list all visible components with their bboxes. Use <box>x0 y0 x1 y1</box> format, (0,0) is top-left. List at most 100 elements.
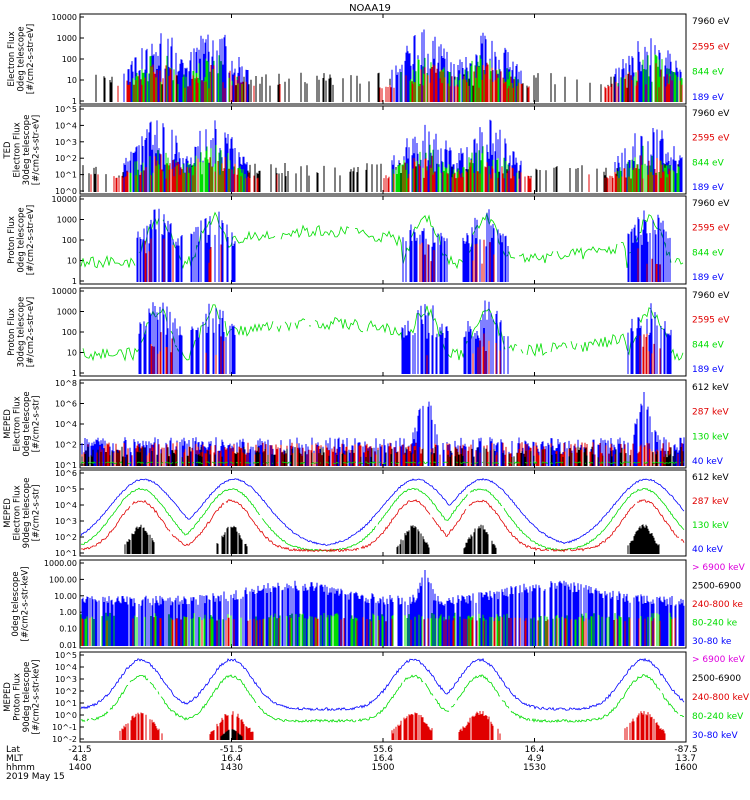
panel-traces <box>80 477 685 554</box>
panel-frame <box>79 469 687 557</box>
legend-entry: 844 eV <box>692 248 725 258</box>
series-blue <box>80 477 685 546</box>
y-axis-label: 0deg telescope <box>22 391 32 456</box>
panel-meped-e-90: 10^6 10^5 10^4 10^3 10^2 10^1 MEPED Electron Fl… <box>3 469 729 558</box>
series-red <box>117 62 683 102</box>
y-tick-label: 10^4 <box>55 121 77 130</box>
y-tick-label: 10^2 <box>55 687 77 696</box>
y-tick-label: 100 <box>62 55 77 64</box>
panel-traces <box>80 657 685 740</box>
series-red <box>150 332 661 374</box>
panel-frame <box>79 651 687 743</box>
y-tick-label: 10 <box>67 76 77 85</box>
x-axis-date: 2019 May 15 <box>6 772 65 782</box>
y-axis-label: Electron Flux <box>13 396 23 451</box>
x-tick-label: 1400 <box>69 763 92 773</box>
y-axis-label: [#/cm2-s-str-keV] <box>21 567 31 642</box>
y-axis-label: Electron Flux <box>13 122 23 177</box>
legend-entry: 30-80 ke <box>692 637 732 647</box>
series-blue <box>138 300 672 374</box>
y-axis-label: Electron Flux <box>13 485 23 540</box>
legend-entry: 189 eV <box>692 273 725 283</box>
y-tick-label: 10^3 <box>55 675 77 684</box>
x-tick-label: 16.4 <box>524 745 544 755</box>
y-tick-label: 10^4 <box>55 663 77 672</box>
series-blue <box>80 657 685 712</box>
y-axis-label: 30deg telescope <box>17 297 27 368</box>
series-green <box>80 674 685 723</box>
y-tick-label: 1000.00 <box>44 559 77 568</box>
legend-entry: > 6900 keV <box>692 655 746 665</box>
legend-entry: 844 eV <box>692 340 725 350</box>
y-axis-label: TED <box>3 141 13 160</box>
series-red <box>90 154 671 192</box>
panel-meped-p-0: 1000.00 100.00 10.00 1.00 0.10 0.01 0deg teles… <box>11 559 746 650</box>
legend-entry: 189 eV <box>692 93 725 103</box>
legend-entry: 2500-6900 <box>692 674 741 684</box>
y-axis-label: Electron Flux <box>7 31 17 86</box>
series-green <box>80 487 685 552</box>
panel-traces <box>80 392 685 466</box>
legend-entry: 2595 eV <box>692 316 730 326</box>
legend-entry: 287 keV <box>692 408 729 418</box>
y-axis-label: MEPED <box>3 682 13 712</box>
legend-entry: 612 keV <box>692 473 729 483</box>
x-tick-label: -21.5 <box>68 745 91 755</box>
y-tick-label: 10^2 <box>55 533 77 542</box>
y-axis-label: MEPED <box>3 498 13 528</box>
x-tick-label: 1500 <box>372 763 395 773</box>
y-axis-label: 30deg telescope <box>22 115 32 186</box>
legend-entry: > 6900 keV <box>692 563 746 573</box>
x-tick-label: 1600 <box>675 763 698 773</box>
series-black <box>81 446 684 466</box>
legend-entry: 2595 eV <box>692 134 730 144</box>
y-tick-label: 1 <box>72 369 77 378</box>
x-tick-label: -51.5 <box>220 745 243 755</box>
series-green <box>80 461 685 465</box>
y-axis-label: 90deg telescope <box>22 478 32 549</box>
legend-entry: 80-240 ke <box>692 619 738 629</box>
y-tick-label: 10000 <box>52 287 77 296</box>
y-tick-label: 10^5 <box>55 651 77 660</box>
y-axis-label: 0deg telescope <box>17 207 27 272</box>
y-tick-label: 10^4 <box>55 420 77 429</box>
y-tick-label: 100 <box>62 328 77 337</box>
panel-frame <box>79 105 687 195</box>
y-tick-label: 1 <box>72 97 77 106</box>
y-tick-label: 10^5 <box>55 105 77 114</box>
x-row-label: Lat <box>6 745 21 755</box>
y-axis-label: 0deg telescope <box>11 571 21 636</box>
y-axis-label: [#/cm2-s-str-eV] <box>26 205 36 275</box>
legend-entry: 612 keV <box>692 383 729 393</box>
y-axis-label: Proton Flux <box>7 216 17 264</box>
series-blue <box>136 208 671 282</box>
panel-ted-e-30: 10^5 10^4 10^3 10^2 10^1 10^0 TED Electron Flux… <box>3 105 730 196</box>
y-axis-label: 0deg telescope <box>17 26 27 91</box>
legend-entry: 287 keV <box>692 497 729 507</box>
legend-entry: 130 keV <box>692 432 729 442</box>
panel-meped-e-0: 10^8 10^6 10^4 10^2 10^1 MEPED Electron Flux 0d… <box>3 379 729 470</box>
legend-entry: 130 keV <box>692 521 729 531</box>
legend-entry: 7960 eV <box>692 291 730 301</box>
legend-entry: 7960 eV <box>692 17 730 27</box>
y-tick-label: 10^1 <box>55 699 77 708</box>
x-tick-label: 1430 <box>220 763 243 773</box>
chart-title: NOAA19 <box>349 3 391 14</box>
y-tick-label: 10^5 <box>55 485 77 494</box>
panel-meped-p-90: 10^5 10^4 10^3 10^2 10^1 10^0 10^-1 10^-2 MEPED P… <box>3 651 750 744</box>
legend-entry: 844 eV <box>692 68 725 78</box>
y-tick-label: 10^0 <box>55 187 77 196</box>
x-row-label: MLT <box>6 754 24 764</box>
panel-traces <box>82 300 684 374</box>
y-tick-label: 100.00 <box>49 575 77 584</box>
y-axis-label: MEPED <box>3 409 13 439</box>
y-tick-label: 10^-2 <box>52 735 77 744</box>
legend-entry: 2595 eV <box>692 42 730 52</box>
panel-traces <box>80 208 684 282</box>
y-tick-label: 10 <box>67 349 77 358</box>
series-red <box>81 617 676 646</box>
series-red <box>81 499 685 553</box>
y-tick-label: 10^3 <box>55 138 77 147</box>
y-tick-label: 10^1 <box>55 171 77 180</box>
